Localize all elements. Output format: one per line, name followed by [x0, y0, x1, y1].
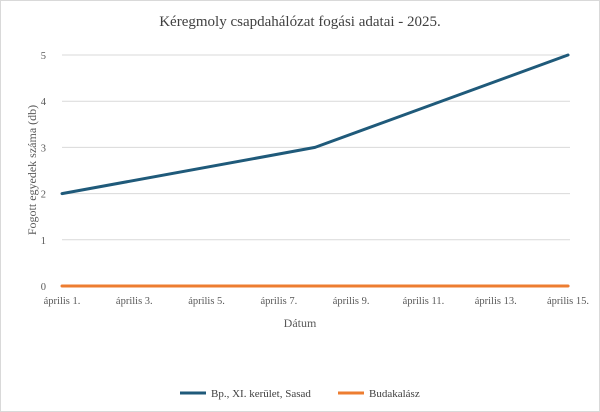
x-tick-label: április 5.: [188, 296, 225, 307]
legend: Bp., XI. kerület, Sasad Budakalász: [180, 388, 420, 400]
y-axis-ticks: 0 1 2 3 4 5: [41, 51, 47, 293]
x-axis-label: Dátum: [284, 316, 317, 330]
x-tick-label: április 9.: [333, 296, 370, 307]
x-tick-label: április 13.: [475, 296, 517, 307]
y-tick-label: 0: [41, 282, 46, 293]
y-tick-label: 4: [41, 97, 47, 108]
x-tick-label: április 3.: [116, 296, 153, 307]
legend-label-1: Budakalász: [369, 388, 420, 400]
y-tick-label: 3: [41, 143, 46, 154]
x-tick-label: április 15.: [547, 296, 589, 307]
gridlines: [62, 54, 570, 287]
y-tick-label: 5: [41, 51, 46, 62]
series-lines: [60, 53, 570, 288]
chart-title: Kéregmoly csapdahálózat fogási adatai - …: [159, 14, 441, 30]
y-tick-label: 1: [41, 236, 46, 247]
series-line-0: [60, 53, 570, 196]
legend-label-0: Bp., XI. kerület, Sasad: [211, 388, 311, 400]
x-axis-ticks: április 1. április 3. április 5. április 7.…: [44, 296, 589, 307]
x-tick-label: április 11.: [403, 296, 445, 307]
y-axis-label: Fogott egyedek száma (db): [25, 105, 39, 235]
x-tick-label: április 7.: [260, 296, 297, 307]
x-tick-label: április 1.: [44, 296, 81, 307]
y-tick-label: 2: [41, 190, 46, 201]
